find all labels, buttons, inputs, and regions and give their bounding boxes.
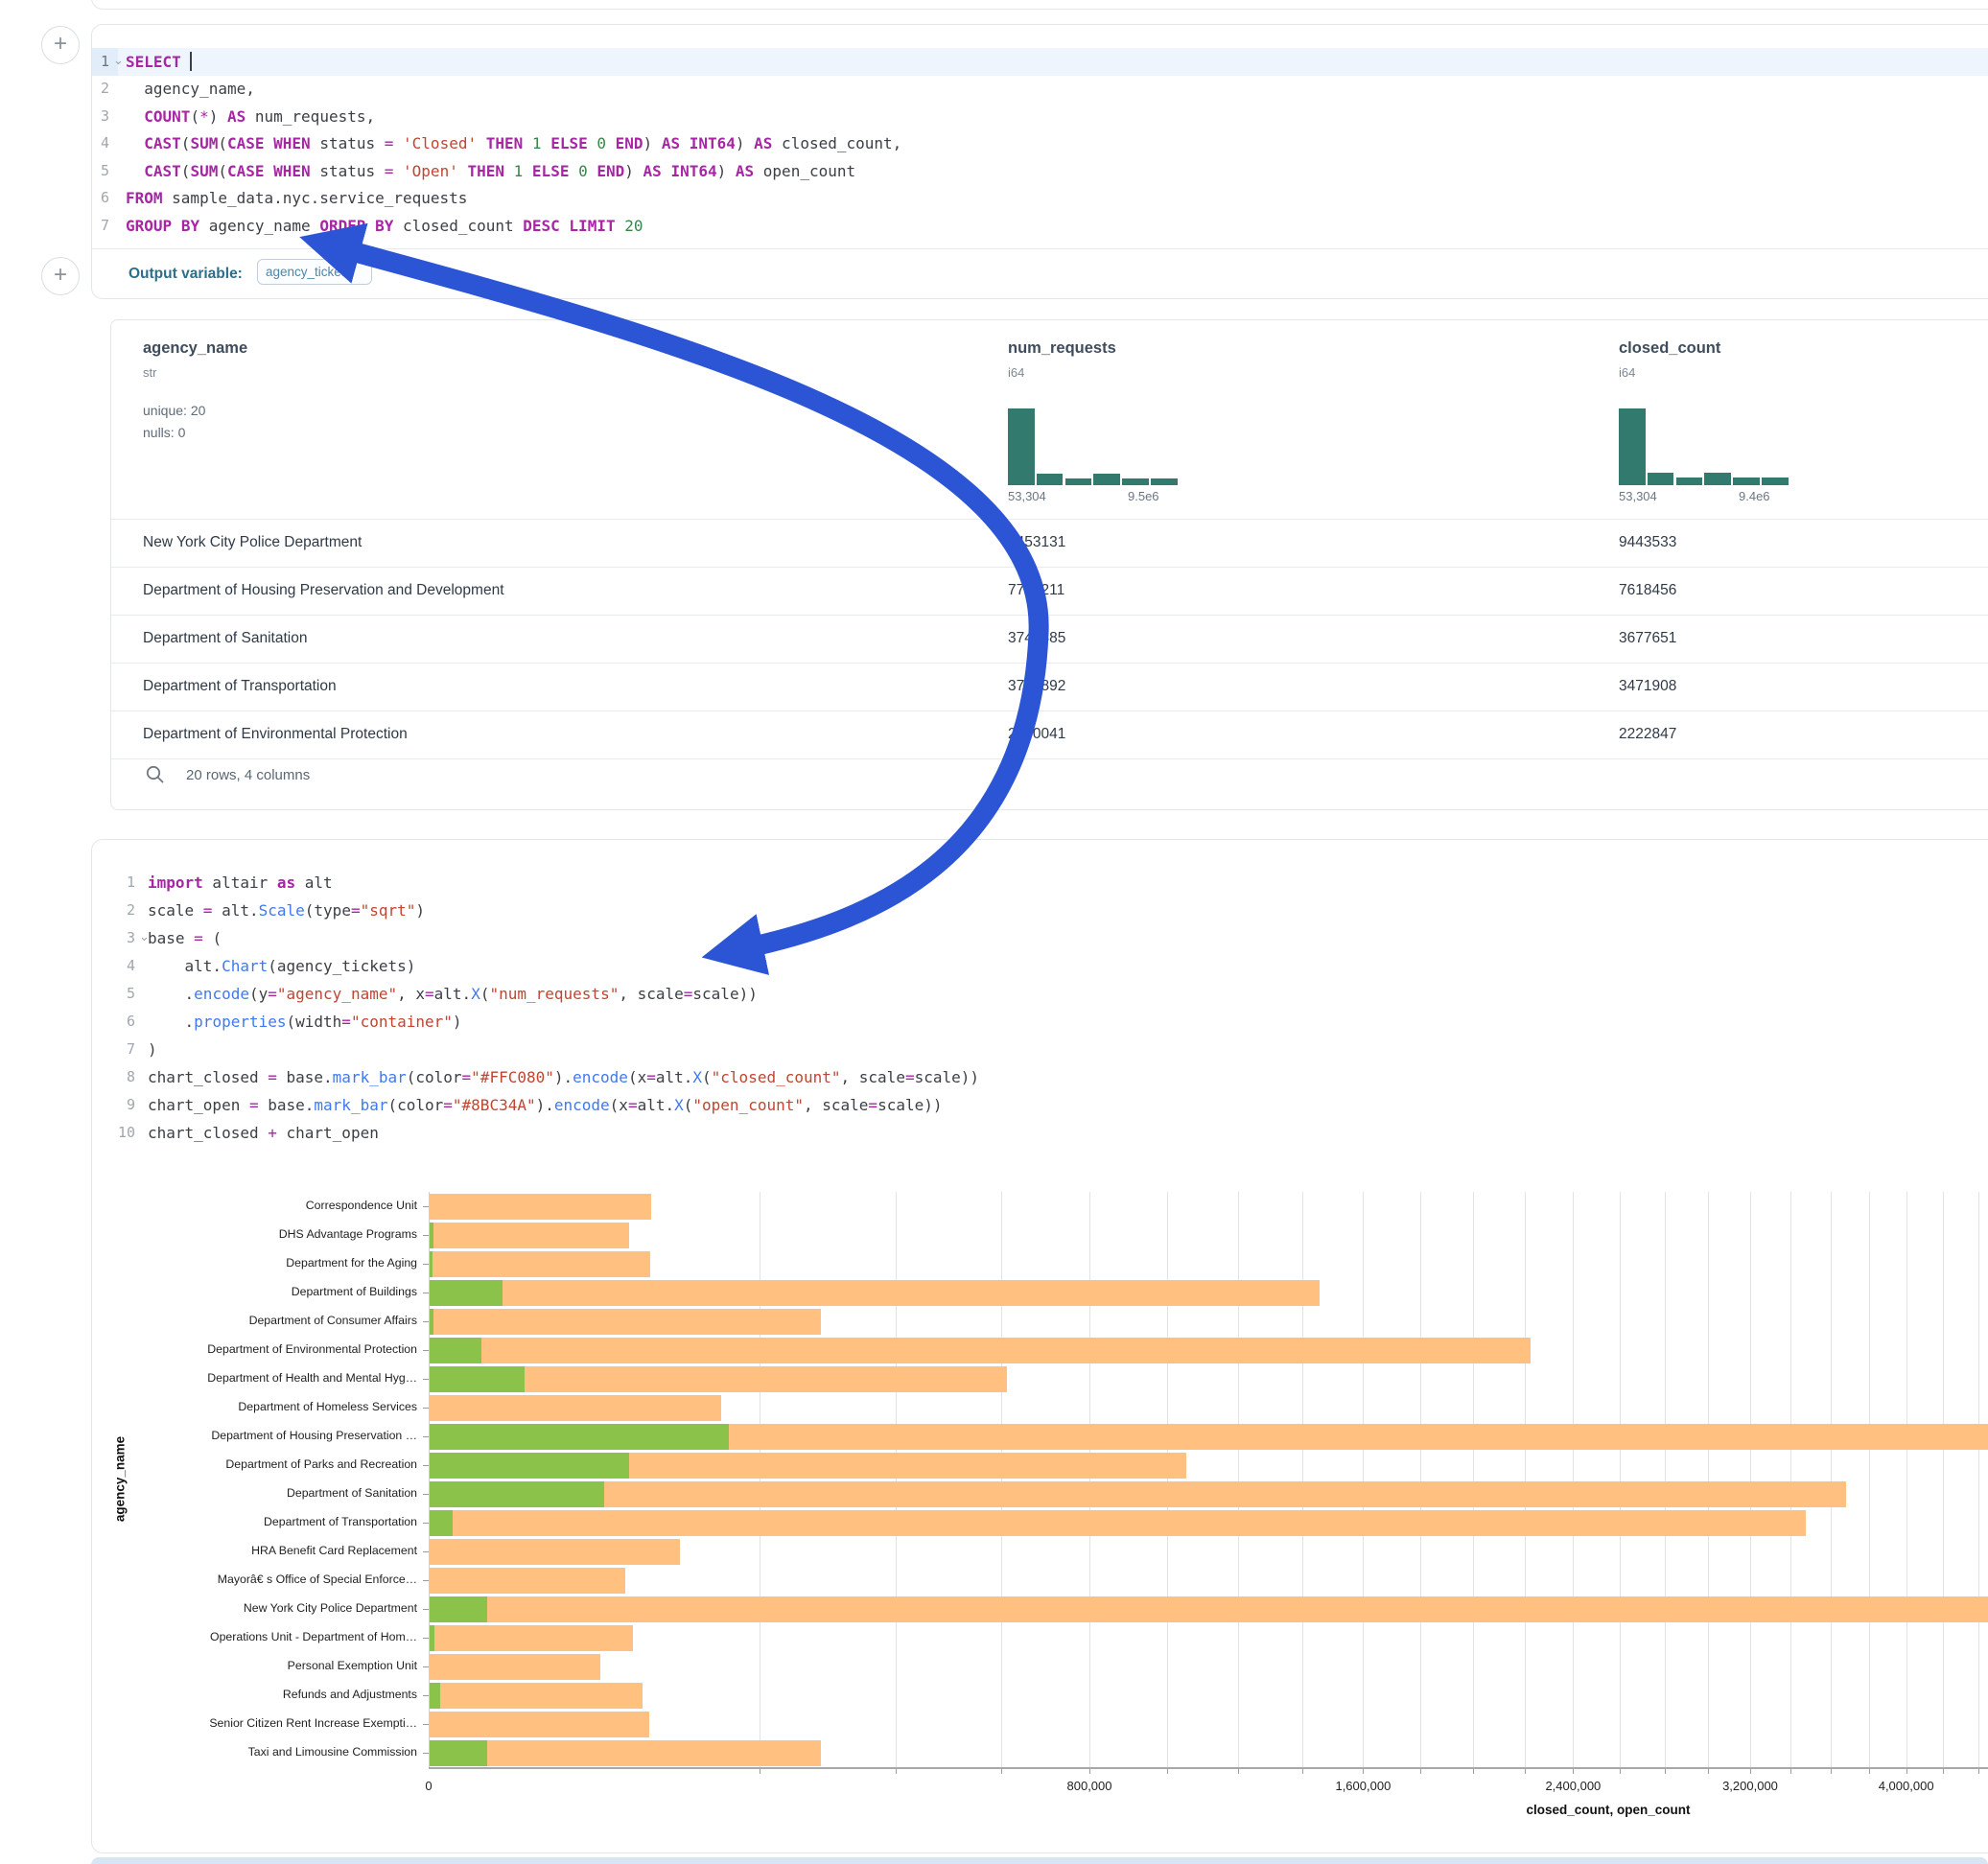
- histogram-bar: [1648, 473, 1674, 485]
- histogram-bar: [1151, 478, 1178, 485]
- text-cursor: [190, 52, 192, 71]
- code-line: 10chart_closed + chart_open: [92, 1119, 1988, 1147]
- column-histogram: [1008, 408, 1179, 485]
- table-cell: 9443533: [1619, 533, 1676, 552]
- histogram-max-label: 9.4e6: [1739, 489, 1770, 503]
- next-cell-edge: [91, 1857, 1988, 1864]
- code-line: 4 CAST(SUM(CASE WHEN status = 'Closed' T…: [92, 129, 1988, 157]
- collapse-chevron-icon[interactable]: ⌄: [113, 46, 124, 74]
- code-line: 2 agency_name,: [92, 75, 1988, 103]
- histogram-bar: [1762, 478, 1789, 485]
- histogram-min-label: 53,304: [1619, 489, 1657, 503]
- python-code-editor[interactable]: 1import altair as alt2scale = alt.Scale(…: [92, 840, 1988, 1161]
- notebook-page: 1⌄SELECT 2 agency_name,3 COUNT(*) AS num…: [0, 0, 1988, 1864]
- column-type: str: [143, 365, 156, 380]
- histogram-bar: [1676, 478, 1703, 485]
- table-cell: Department of Sanitation: [143, 629, 307, 648]
- table-cell: 7618456: [1619, 581, 1676, 600]
- search-icon[interactable]: [145, 764, 166, 785]
- code-line: 5 CAST(SUM(CASE WHEN status = 'Open' THE…: [92, 157, 1988, 185]
- output-variable-label: Output variable:: [129, 266, 243, 283]
- table-cell: 3471908: [1619, 677, 1676, 696]
- code-line: 8chart_closed = base.mark_bar(color="#FF…: [92, 1063, 1988, 1091]
- histogram-bar: [1733, 478, 1760, 485]
- code-line: 5 .encode(y="agency_name", x=alt.X("num_…: [92, 980, 1988, 1008]
- line-number: 6: [92, 1008, 135, 1036]
- table-cell: 3749485: [1008, 629, 1065, 648]
- python-cell-card: 1import altair as alt2scale = alt.Scale(…: [91, 839, 1988, 1853]
- line-number: 5: [92, 980, 135, 1008]
- histogram-bar: [1008, 408, 1035, 485]
- output-variable-row: Output variable: agency_tickets: [92, 248, 1988, 301]
- histogram-bar: [1065, 478, 1092, 485]
- table-output-card: agency_namestr unique: 20 nulls: 0 num_requ…: [110, 319, 1988, 810]
- table-cell: 7782211: [1008, 581, 1064, 600]
- sql-cell-card: 1⌄SELECT 2 agency_name,3 COUNT(*) AS num…: [91, 24, 1988, 299]
- histogram-bar: [1122, 478, 1149, 485]
- column-header[interactable]: num_requests: [1008, 339, 1116, 358]
- sql-code-editor[interactable]: 1⌄SELECT 2 agency_name,3 COUNT(*) AS num…: [92, 25, 1988, 248]
- table-cell: 2240041: [1008, 725, 1065, 744]
- code-line: 3⌄base = (: [92, 924, 1988, 952]
- line-number: 7: [92, 1036, 135, 1063]
- column-stat: unique: 20: [143, 403, 205, 418]
- code-line: 6FROM sample_data.nyc.service_requests: [92, 184, 1988, 212]
- line-number: 3: [92, 924, 135, 952]
- line-number: 3: [92, 103, 109, 130]
- histogram-bar: [1704, 473, 1731, 485]
- code-line: 7): [92, 1036, 1988, 1063]
- column-type: i64: [1619, 365, 1635, 380]
- histogram-bar: [1619, 408, 1646, 485]
- line-number: 7: [92, 212, 109, 240]
- code-line: 9chart_open = base.mark_bar(color="#8BC3…: [92, 1091, 1988, 1119]
- column-header[interactable]: closed_count: [1619, 339, 1720, 358]
- table-cell: 3677651: [1619, 629, 1676, 648]
- column-type: i64: [1008, 365, 1024, 380]
- code-line: 1⌄SELECT: [92, 48, 1988, 76]
- line-number: 1: [92, 869, 135, 897]
- line-number: 2: [92, 75, 109, 103]
- line-number: 4: [92, 129, 109, 157]
- histogram-max-label: 9.5e6: [1128, 489, 1159, 503]
- column-stat: nulls: 0: [143, 425, 185, 440]
- code-line: 2scale = alt.Scale(type="sqrt"): [92, 897, 1988, 924]
- line-number: 1: [92, 48, 109, 76]
- output-variable-pill[interactable]: agency_tickets: [257, 259, 372, 285]
- column-header[interactable]: agency_name: [143, 339, 247, 358]
- table-cell: Department of Environmental Protection: [143, 725, 408, 744]
- line-number: 5: [92, 157, 109, 185]
- histogram-bar: [1093, 474, 1120, 485]
- code-line: 7GROUP BY agency_name ORDER BY closed_co…: [92, 212, 1988, 240]
- table-row-count: 20 rows, 4 columns: [186, 767, 310, 783]
- previous-cell-edge: [91, 0, 1988, 10]
- dataframe-table: agency_namestr unique: 20 nulls: 0 num_requ…: [111, 320, 1988, 809]
- code-line: 1import altair as alt: [92, 869, 1988, 897]
- histogram-min-label: 53,304: [1008, 489, 1046, 503]
- line-number: 9: [92, 1091, 135, 1119]
- code-line: 4 alt.Chart(agency_tickets): [92, 952, 1988, 980]
- code-line: 3 COUNT(*) AS num_requests,: [92, 103, 1988, 130]
- table-cell: 3774892: [1008, 677, 1065, 696]
- column-histogram: [1619, 408, 1789, 485]
- add-cell-button[interactable]: +: [41, 26, 80, 64]
- line-number: 10: [92, 1119, 135, 1147]
- table-cell: Department of Housing Preservation and D…: [143, 581, 504, 600]
- line-number: 4: [92, 952, 135, 980]
- line-number: 6: [92, 184, 109, 212]
- table-cell: 2222847: [1619, 725, 1676, 744]
- histogram-bar: [1037, 474, 1064, 485]
- line-number: 8: [92, 1063, 135, 1091]
- add-cell-button[interactable]: +: [41, 257, 80, 295]
- table-cell: New York City Police Department: [143, 533, 362, 552]
- table-cell: Department of Transportation: [143, 677, 337, 696]
- line-number: 2: [92, 897, 135, 924]
- code-line: 6 .properties(width="container"): [92, 1008, 1988, 1036]
- table-cell: 9453131: [1008, 533, 1065, 552]
